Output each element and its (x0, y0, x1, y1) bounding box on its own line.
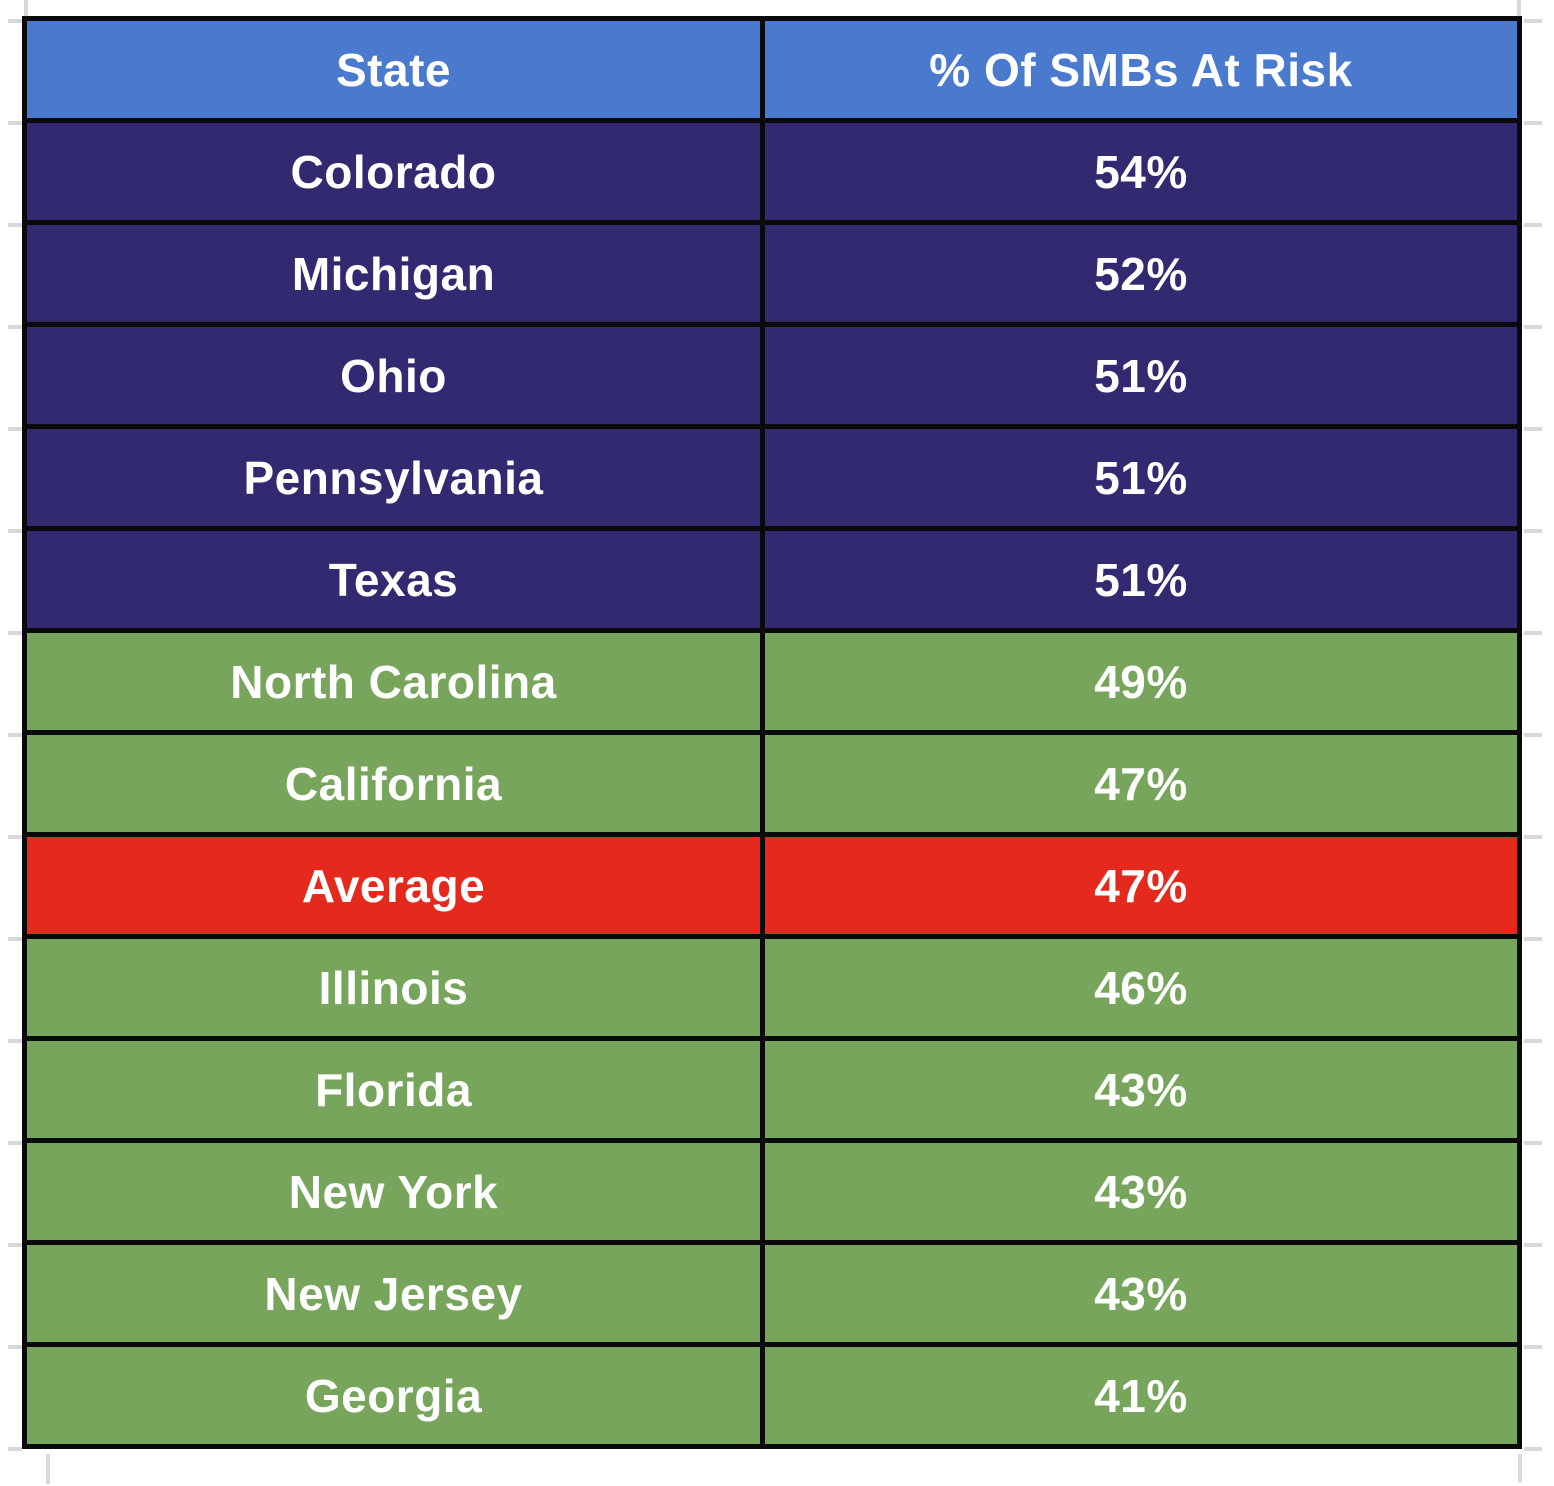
table-row: Michigan 52% (27, 225, 1517, 327)
state-cell: Ohio (27, 327, 765, 424)
gridline-stub (1524, 223, 1542, 227)
state-cell: Average (27, 837, 765, 934)
gridline-stub (8, 223, 22, 227)
gridline-stub (1524, 1141, 1542, 1145)
table-header-row: State % Of SMBs At Risk (27, 21, 1517, 123)
state-cell: Illinois (27, 939, 765, 1036)
gridline-stub (8, 427, 22, 431)
risk-cell: 51% (765, 531, 1517, 628)
gridline-stub (1524, 121, 1542, 125)
gridline-stub (8, 937, 22, 941)
state-cell: Florida (27, 1041, 765, 1138)
risk-cell: 46% (765, 939, 1517, 1036)
state-cell: Michigan (27, 225, 765, 322)
risk-cell: 43% (765, 1143, 1517, 1240)
table-row: Ohio 51% (27, 327, 1517, 429)
gridline-stub (1517, 0, 1521, 16)
gridline-stub (8, 1447, 22, 1451)
gridline-stub (1524, 19, 1542, 23)
gridline-stub (1524, 325, 1542, 329)
gridline-stub (1524, 1243, 1542, 1247)
table-row: Illinois 46% (27, 939, 1517, 1041)
gridline-stub (8, 19, 22, 23)
state-cell: Texas (27, 531, 765, 628)
gridline-stub (8, 529, 22, 533)
gridline-stub (1524, 835, 1542, 839)
table-row: North Carolina 49% (27, 633, 1517, 735)
gridline-stub (1524, 1447, 1542, 1451)
risk-cell: 43% (765, 1041, 1517, 1138)
state-cell: California (27, 735, 765, 832)
risk-cell: 49% (765, 633, 1517, 730)
risk-cell: 51% (765, 327, 1517, 424)
gridline-stub (1524, 1345, 1542, 1349)
table-row: California 47% (27, 735, 1517, 837)
gridline-stub (8, 1141, 22, 1145)
table-row: Florida 43% (27, 1041, 1517, 1143)
risk-cell: 43% (765, 1245, 1517, 1342)
risk-cell: 51% (765, 429, 1517, 526)
column-header-state: State (27, 21, 765, 118)
risk-cell: 47% (765, 735, 1517, 832)
state-cell: Colorado (27, 123, 765, 220)
state-cell: New Jersey (27, 1245, 765, 1342)
gridline-stub (1524, 937, 1542, 941)
table-row: New York 43% (27, 1143, 1517, 1245)
column-header-risk: % Of SMBs At Risk (765, 21, 1517, 118)
gridline-stub (8, 733, 22, 737)
risk-cell: 47% (765, 837, 1517, 934)
table-row: Colorado 54% (27, 123, 1517, 225)
gridline-stub (8, 1039, 22, 1043)
state-cell: Pennsylvania (27, 429, 765, 526)
gridline-stub (1524, 631, 1542, 635)
gridline-stub (1524, 1039, 1542, 1043)
gridline-stub (1524, 427, 1542, 431)
gridline-stub (1524, 529, 1542, 533)
table-row: Pennsylvania 51% (27, 429, 1517, 531)
smb-risk-table: State % Of SMBs At Risk Colorado 54% Mic… (22, 16, 1522, 1449)
table-row: Georgia 41% (27, 1347, 1517, 1444)
gridline-stub (8, 121, 22, 125)
risk-cell: 41% (765, 1347, 1517, 1444)
table-row: Texas 51% (27, 531, 1517, 633)
table-row: New Jersey 43% (27, 1245, 1517, 1347)
state-cell: New York (27, 1143, 765, 1240)
gridline-stub (8, 325, 22, 329)
state-cell: Georgia (27, 1347, 765, 1444)
gridline-stub (1524, 733, 1542, 737)
risk-cell: 54% (765, 123, 1517, 220)
gridline-stub (8, 1345, 22, 1349)
risk-cell: 52% (765, 225, 1517, 322)
gridline-stub (8, 835, 22, 839)
gridline-stub (1518, 1454, 1522, 1482)
state-cell: North Carolina (27, 633, 765, 730)
table-row-average: Average 47% (27, 837, 1517, 939)
gridline-stub (8, 1243, 22, 1247)
gridline-stub (8, 631, 22, 635)
gridline-stub (24, 0, 28, 16)
gridline-stub (46, 1454, 50, 1484)
